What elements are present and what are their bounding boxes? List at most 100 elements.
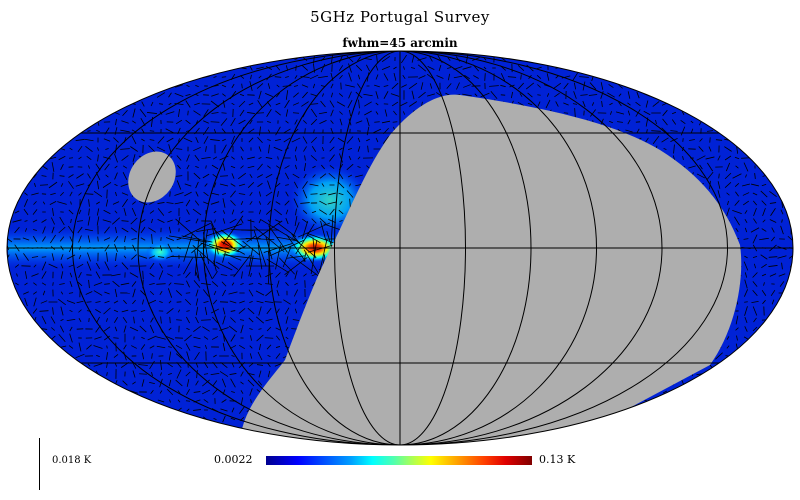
polarization-vector [241, 271, 243, 279]
polarization-vector [363, 93, 373, 97]
polarization-vector [96, 180, 100, 190]
polarization-vector [462, 66, 472, 70]
polarization-vector [295, 65, 297, 71]
polarization-vector [267, 139, 271, 141]
polarization-vector [52, 307, 54, 315]
polarization-vector [255, 290, 265, 296]
polarization-vector [195, 137, 199, 143]
polarization-vector [185, 343, 191, 351]
polarization-vector [762, 219, 766, 223]
polarization-vector [670, 130, 678, 132]
polarization-vector [743, 238, 749, 240]
polarization-vector [203, 191, 209, 197]
polarization-vector [364, 101, 372, 107]
polarization-vector [673, 144, 675, 154]
polarization-vector [347, 174, 353, 178]
polarization-vector [211, 336, 219, 340]
polarization-vector [718, 173, 720, 179]
polarization-vector [248, 289, 254, 297]
polarization-vector [24, 297, 28, 307]
polarization-vector [681, 110, 685, 116]
polarization-vector [201, 389, 211, 395]
polarization-vector [258, 191, 262, 197]
polarization-vector [258, 328, 262, 330]
polarization-vector [302, 210, 308, 214]
polarization-vector [724, 155, 732, 161]
polarization-vector [258, 282, 262, 286]
polarization-vector [140, 219, 146, 223]
polarization-vector [168, 235, 208, 243]
polarization-vector [167, 288, 173, 298]
polarization-vector [294, 300, 298, 304]
polarization-vector [339, 118, 343, 126]
polarization-vector [338, 172, 344, 180]
polarization-vector [174, 192, 184, 196]
polarization-vector [175, 290, 183, 296]
polarization-vector [582, 81, 586, 91]
polarization-vector [336, 101, 346, 107]
polarization-vector [240, 210, 244, 214]
polarization-vector [222, 307, 226, 315]
polarization-vector [87, 216, 91, 226]
polarization-vector [212, 316, 218, 324]
polarization-vector [210, 139, 220, 141]
polarization-vector [750, 227, 760, 233]
polarization-vector [292, 222, 300, 238]
polarization-vector [320, 63, 326, 73]
polarization-vector [138, 200, 148, 206]
polarization-vector [51, 327, 55, 331]
polarization-vector [555, 75, 559, 79]
polarization-vector [609, 111, 613, 115]
polarization-vector [238, 183, 246, 187]
polarization-vector [735, 327, 739, 331]
polarization-vector [257, 182, 263, 188]
polarization-vector [96, 208, 100, 216]
polarization-vector [366, 126, 370, 136]
polarization-vector [59, 325, 65, 333]
polarization-vector [95, 262, 101, 270]
polarization-vector [132, 370, 136, 378]
polarization-vector [95, 271, 101, 279]
polarization-vector [284, 172, 290, 180]
polarization-vector [41, 219, 47, 223]
polarization-vector [230, 417, 236, 421]
polarization-vector [112, 280, 120, 288]
polarization-vector [178, 138, 180, 142]
polarization-vector [156, 283, 166, 285]
polarization-vector [555, 101, 559, 107]
polarization-vector [41, 175, 47, 177]
polarization-vector [726, 192, 730, 196]
polarization-vector [211, 164, 219, 170]
polarization-vector [75, 183, 85, 187]
polarization-vector [123, 344, 127, 350]
polarization-vector [769, 202, 777, 204]
polarization-vector [231, 156, 235, 160]
polarization-vector [436, 75, 444, 79]
polarization-vector [240, 146, 244, 152]
polarization-vector [85, 146, 93, 152]
polarization-vector [752, 192, 758, 196]
polarization-vector [265, 157, 273, 159]
polarization-vector [177, 399, 181, 403]
polarization-vector [230, 117, 236, 127]
polarization-vector [255, 316, 265, 324]
polarization-vector [744, 255, 748, 259]
polarization-vector [321, 183, 325, 187]
polarization-vector [123, 351, 127, 361]
polarization-vector [23, 291, 29, 295]
polarization-vector [294, 308, 298, 314]
polarization-vector [229, 300, 237, 304]
polarization-vector [129, 326, 139, 332]
polarization-vector [185, 371, 191, 377]
polarization-vector [257, 380, 263, 386]
polarization-vector [96, 354, 100, 358]
polarization-vector [258, 90, 262, 100]
polarization-vector [520, 74, 522, 80]
polarization-vector [106, 252, 108, 262]
polarization-vector [186, 351, 190, 361]
polarization-vector [186, 310, 190, 312]
polarization-vector [743, 261, 749, 271]
polarization-vector [662, 390, 668, 394]
polarization-vector [480, 92, 490, 98]
polarization-vector [175, 148, 183, 150]
